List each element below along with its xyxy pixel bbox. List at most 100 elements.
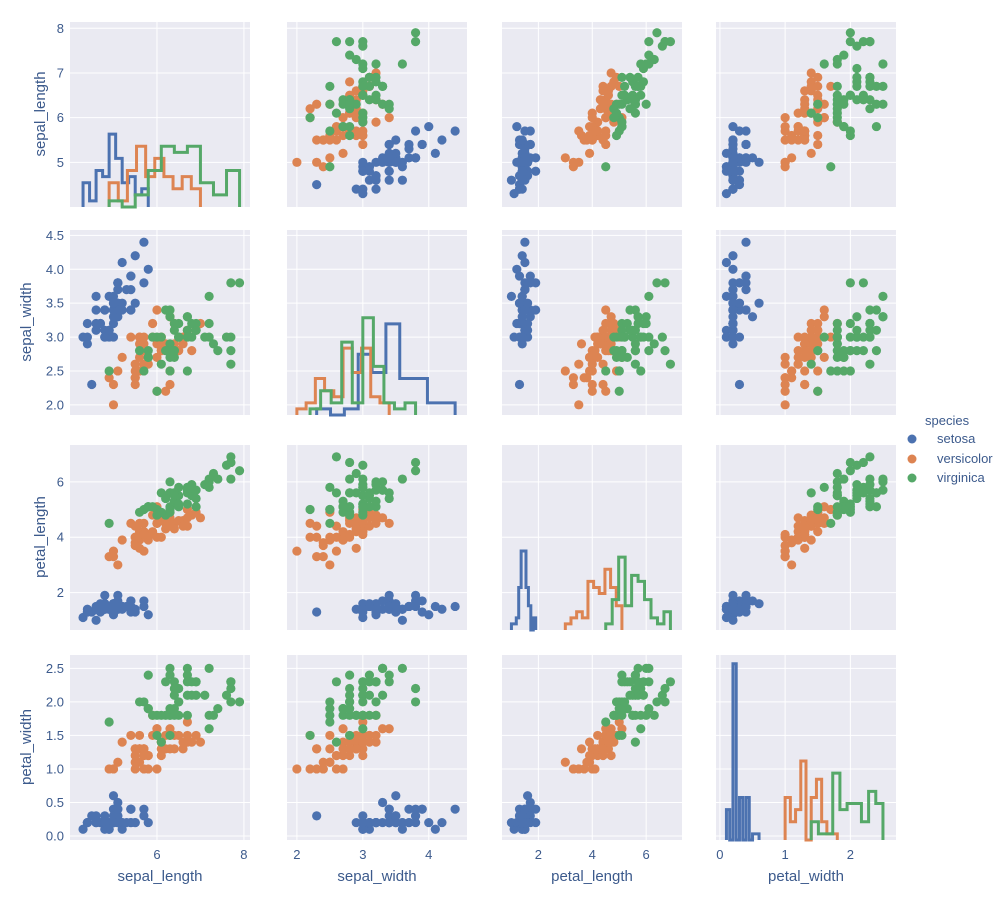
point-versicolor (325, 532, 335, 542)
point-versicolor (325, 153, 335, 163)
point-setosa (378, 797, 388, 808)
point-versicolor (813, 332, 823, 342)
point-versicolor (126, 730, 136, 741)
point-versicolor (806, 318, 816, 329)
panel-sepal_width-vs-petal_width (716, 230, 896, 415)
point-virginica (213, 704, 223, 714)
point-virginica (652, 278, 662, 288)
point-virginica (644, 37, 654, 47)
point-versicolor (312, 521, 322, 531)
point-setosa (130, 607, 140, 617)
x-tick-label: 3 (359, 847, 366, 862)
point-virginica (871, 99, 882, 109)
point-setosa (410, 126, 421, 136)
point-virginica (161, 677, 171, 687)
y-tick-label: 2.5 (46, 661, 64, 676)
point-virginica (665, 677, 676, 687)
point-virginica (410, 28, 421, 38)
point-versicolor (780, 529, 790, 540)
point-virginica (358, 482, 368, 492)
point-versicolor (813, 339, 823, 349)
point-versicolor (165, 379, 175, 390)
point-virginica (630, 325, 640, 335)
panel-petal_length-vs-sepal_width (287, 445, 467, 630)
panel-petal_width-vs-petal_width: 0 1 2 (716, 655, 896, 862)
point-setosa (525, 126, 535, 136)
point-virginica (165, 663, 175, 674)
point-virginica (143, 670, 153, 680)
point-virginica (338, 99, 348, 109)
point-setosa (378, 817, 388, 828)
point-virginica (865, 452, 875, 462)
point-setosa (728, 121, 738, 132)
point-virginica (182, 499, 192, 509)
point-virginica (338, 710, 348, 720)
point-versicolor (187, 737, 197, 747)
point-versicolor (601, 305, 611, 315)
point-versicolor (384, 113, 394, 123)
point-versicolor (384, 518, 394, 528)
point-versicolor (813, 318, 823, 329)
point-versicolor (178, 521, 188, 531)
point-setosa (728, 604, 738, 614)
point-virginica (345, 690, 355, 700)
point-versicolor (780, 552, 790, 562)
point-versicolor (195, 737, 206, 747)
point-virginica (865, 325, 875, 335)
point-virginica (652, 697, 662, 707)
histogram-setosa (724, 662, 761, 842)
point-virginica (305, 504, 315, 515)
point-virginica (609, 332, 619, 342)
point-setosa (100, 811, 110, 821)
point-virginica (182, 670, 192, 680)
point-virginica (208, 339, 219, 349)
point-virginica (134, 346, 145, 356)
point-versicolor (325, 135, 335, 145)
point-versicolor (143, 359, 153, 369)
point-setosa (391, 599, 401, 609)
point-virginica (620, 697, 630, 707)
point-setosa (741, 271, 751, 281)
point-setosa (506, 291, 517, 302)
point-virginica (358, 724, 368, 734)
point-virginica (174, 332, 184, 342)
point-virginica (832, 59, 842, 69)
y-axis-label-sepal-width: sepal_width (18, 282, 35, 361)
point-setosa (728, 325, 738, 335)
point-setosa (522, 298, 533, 308)
point-versicolor (800, 86, 810, 96)
point-setosa (143, 610, 153, 620)
point-versicolor (574, 400, 584, 410)
point-virginica (204, 291, 214, 302)
point-versicolor (364, 737, 375, 747)
point-versicolor (793, 108, 803, 118)
point-setosa (384, 166, 394, 176)
point-virginica (397, 474, 407, 484)
point-setosa (312, 180, 322, 190)
point-versicolor (800, 346, 810, 356)
point-virginica (226, 457, 236, 468)
point-setosa (734, 126, 745, 136)
point-versicolor (813, 81, 823, 91)
point-versicolor (113, 560, 123, 570)
point-setosa (728, 157, 738, 167)
point-virginica (204, 318, 214, 329)
point-virginica (609, 346, 619, 356)
point-setosa (364, 824, 375, 834)
point-setosa (728, 312, 738, 322)
point-versicolor (130, 764, 140, 774)
point-versicolor (351, 113, 361, 123)
point-versicolor (351, 126, 361, 136)
point-virginica (156, 359, 166, 369)
point-virginica (625, 305, 635, 315)
point-setosa (113, 797, 123, 808)
point-setosa (139, 804, 149, 814)
point-setosa (721, 332, 732, 342)
point-virginica (384, 677, 394, 687)
point-setosa (117, 298, 127, 308)
point-versicolor (351, 737, 361, 747)
point-versicolor (331, 532, 342, 542)
point-versicolor (139, 764, 149, 774)
point-versicolor (813, 366, 823, 376)
point-setosa (391, 135, 401, 145)
